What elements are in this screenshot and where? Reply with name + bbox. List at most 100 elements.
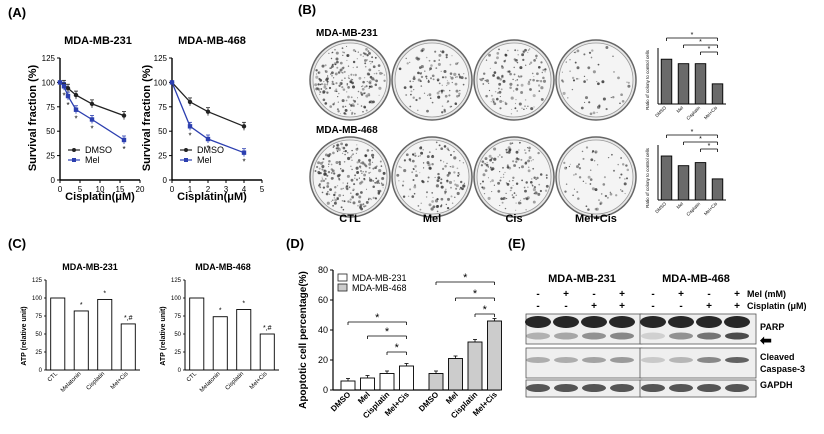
- colony-dot: [432, 196, 434, 199]
- chart-a2-ytick-label: 125: [154, 54, 168, 63]
- colony-dot: [615, 194, 618, 197]
- colony-dot: [583, 80, 586, 83]
- colony-dot: [464, 77, 467, 80]
- chart-c1-category-label: CTL: [47, 371, 60, 384]
- colony-dot: [437, 172, 440, 176]
- colony-dot: [611, 153, 613, 156]
- chart-a2-point-mel: [169, 80, 175, 85]
- colony-dot: [411, 171, 414, 174]
- colony-dot: [374, 197, 377, 200]
- colony-dot: [455, 76, 457, 78]
- colony-dot: [533, 75, 535, 78]
- colony-dot: [489, 167, 493, 170]
- colony-dot: [487, 82, 490, 84]
- chart-c2-ylabel: ATP (relative unit): [160, 306, 167, 365]
- chart-d-bar: [360, 377, 375, 391]
- colony-dot: [427, 176, 430, 179]
- colony-dot: [426, 94, 429, 96]
- colony-dot: [435, 148, 437, 150]
- colony-dot: [516, 79, 519, 81]
- colony-dot: [401, 184, 404, 187]
- colony-dot: [505, 148, 508, 151]
- colony-dot: [532, 167, 535, 170]
- colony-dot: [405, 94, 408, 96]
- colony-dot: [506, 182, 508, 184]
- colony-dot: [528, 156, 532, 160]
- colony-dot: [431, 74, 435, 78]
- chart-d-bracket-468-2-star: *: [473, 288, 478, 300]
- colony-dot: [449, 76, 452, 78]
- chart-c2-bar: [189, 297, 205, 371]
- colony-dot: [398, 165, 401, 168]
- chart-a2-point-mel: [187, 124, 193, 129]
- colony-dot: [353, 74, 355, 76]
- colony-dot: [371, 56, 374, 59]
- colony-dot: [485, 59, 488, 61]
- colony-dot: [360, 85, 363, 88]
- colony-dot: [539, 173, 543, 176]
- blot-mel-sign: -: [536, 289, 539, 300]
- colony-dot: [443, 90, 445, 92]
- colony-dot: [318, 184, 321, 187]
- colony-dot: [347, 200, 350, 203]
- colony-dot: [529, 78, 532, 81]
- colony-dot: [352, 60, 356, 64]
- band-parp-cleaved: [610, 332, 634, 340]
- colony-dot: [333, 201, 337, 205]
- colony-dot: [426, 155, 430, 159]
- colony-dot: [422, 149, 424, 151]
- colony-dot: [409, 160, 412, 162]
- colony-dot: [413, 88, 415, 91]
- colony-dot: [489, 180, 492, 183]
- colony-dot: [429, 67, 432, 70]
- colony-dot: [341, 199, 344, 202]
- colony-dot: [501, 66, 504, 69]
- colony-dot: [509, 86, 512, 90]
- colony-dot: [346, 91, 348, 93]
- colony-dot: [414, 152, 416, 155]
- chart-d-bar: [379, 373, 395, 391]
- colony-row-label-231: MDA-MB-231: [316, 28, 378, 39]
- colony-dot: [595, 207, 599, 211]
- colony-dot: [412, 168, 415, 171]
- colony-dot: [532, 159, 534, 161]
- colony-dot: [542, 76, 545, 80]
- colony-dot: [524, 105, 526, 107]
- colony-dot: [343, 150, 345, 152]
- colony-dot: [447, 100, 450, 103]
- colony-dot: [594, 188, 598, 192]
- colony-dot: [378, 189, 382, 193]
- colony-dot: [330, 200, 332, 202]
- colony-dot: [334, 63, 337, 66]
- colony-dot: [420, 151, 424, 155]
- colony-dot: [370, 63, 372, 65]
- chart-c2-ytick-label: 50: [174, 332, 181, 338]
- colony-dot: [403, 86, 407, 89]
- panel-a-label: (A): [8, 5, 26, 20]
- colony-dot: [318, 77, 321, 81]
- colony-dot: [502, 100, 504, 103]
- colony-dot: [335, 160, 339, 165]
- colony-dot: [562, 91, 566, 95]
- colony-dot: [352, 85, 354, 87]
- colony-dot: [497, 92, 499, 94]
- colony-dot: [340, 206, 343, 209]
- colony-dot: [500, 88, 503, 91]
- colony-dot: [604, 194, 608, 198]
- colony-dot: [496, 56, 499, 60]
- colony-dot: [374, 56, 377, 59]
- chart-a1-xtick-label: 0: [58, 185, 63, 194]
- colony-dot: [451, 55, 453, 57]
- chart-b2-bar: [677, 165, 690, 201]
- colony-dot: [356, 103, 359, 106]
- colony-dot: [402, 195, 406, 198]
- colony-dot: [493, 102, 497, 106]
- colony-dot: [499, 77, 502, 81]
- colony-dot: [592, 70, 596, 74]
- colony-dot: [461, 187, 464, 191]
- chart-d-ytick-label: 40: [318, 325, 328, 335]
- colony-dot: [331, 51, 334, 54]
- colony-dot: [536, 176, 539, 180]
- chart-a1-ytick-label: 25: [46, 152, 55, 161]
